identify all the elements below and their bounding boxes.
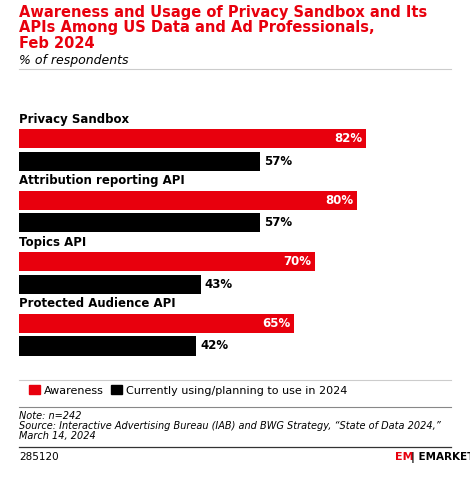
Bar <box>19 191 357 210</box>
Text: Source: Interactive Advertising Bureau (IAB) and BWG Strategy, “State of Data 20: Source: Interactive Advertising Bureau (… <box>19 421 440 431</box>
Text: APIs Among US Data and Ad Professionals,: APIs Among US Data and Ad Professionals, <box>19 20 375 35</box>
Bar <box>19 275 201 294</box>
Legend: Awareness, Currently using/planning to use in 2024: Awareness, Currently using/planning to u… <box>24 381 352 400</box>
Text: 43%: 43% <box>205 278 233 291</box>
Text: Topics API: Topics API <box>19 236 86 249</box>
Text: Attribution reporting API: Attribution reporting API <box>19 174 185 187</box>
Text: Privacy Sandbox: Privacy Sandbox <box>19 113 129 126</box>
Text: EM: EM <box>395 452 414 462</box>
Text: Awareness and Usage of Privacy Sandbox and Its: Awareness and Usage of Privacy Sandbox a… <box>19 5 427 20</box>
Text: 57%: 57% <box>264 216 292 229</box>
Text: Feb 2024: Feb 2024 <box>19 36 94 51</box>
Text: % of respondents: % of respondents <box>19 54 128 67</box>
Bar <box>19 213 260 232</box>
Bar <box>19 152 260 171</box>
Text: 65%: 65% <box>262 317 290 330</box>
Bar <box>19 129 366 148</box>
Bar <box>19 314 294 333</box>
Text: 70%: 70% <box>283 256 312 269</box>
Text: 285120: 285120 <box>19 452 58 462</box>
Bar <box>19 337 196 355</box>
Text: 80%: 80% <box>326 194 354 207</box>
Bar <box>19 252 315 271</box>
Text: Protected Audience API: Protected Audience API <box>19 298 175 311</box>
Text: March 14, 2024: March 14, 2024 <box>19 431 95 441</box>
Text: 57%: 57% <box>264 155 292 168</box>
Text: 42%: 42% <box>201 340 229 353</box>
Text: Note: n=242: Note: n=242 <box>19 411 81 421</box>
Text: 82%: 82% <box>334 132 362 145</box>
Text: | EMARKETER: | EMARKETER <box>411 452 470 463</box>
